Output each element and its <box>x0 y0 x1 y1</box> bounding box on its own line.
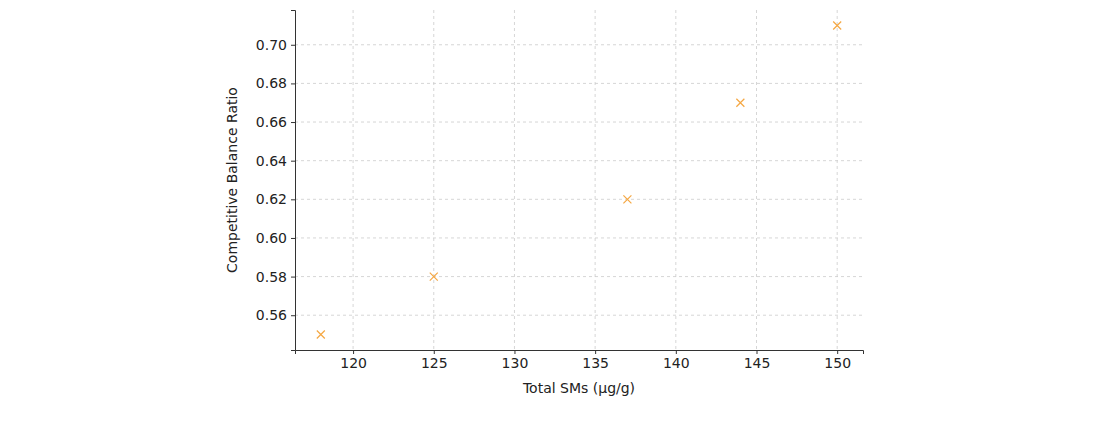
tick-label: 135 <box>582 355 609 371</box>
tick-label: 140 <box>663 355 690 371</box>
x-axis-tick: 125 <box>421 350 448 371</box>
chart: 120 125 130 135 140 145 150 0.56 0.58 0.60 0.62 0.6… <box>0 0 1105 423</box>
tick-label: 145 <box>744 355 771 371</box>
x-axis-tick: 135 <box>582 350 609 371</box>
grid-line <box>295 122 863 123</box>
tick-label: 150 <box>824 355 851 371</box>
grid-line <box>514 10 515 350</box>
y-axis-title: Competitive Balance Ratio <box>224 87 240 273</box>
y-axis-tick: 0.68 <box>256 75 295 91</box>
tick-mark <box>434 350 435 354</box>
grid-line <box>675 10 676 350</box>
tick-mark <box>676 350 677 354</box>
tick-mark <box>837 350 838 354</box>
tick-label: 0.68 <box>256 75 287 91</box>
tick-label: 130 <box>502 355 529 371</box>
tick-label: 0.62 <box>256 191 287 207</box>
tick-mark <box>757 350 758 354</box>
grid-line <box>295 199 863 200</box>
x-axis-tick: 120 <box>340 350 367 371</box>
point <box>736 99 744 107</box>
y-axis-tick: 0.58 <box>256 269 295 285</box>
x-axis-tick: 130 <box>502 350 529 371</box>
points <box>317 21 841 338</box>
y-axis-tick: 0.62 <box>256 191 295 207</box>
point <box>430 273 438 281</box>
point <box>833 21 841 29</box>
grid-line <box>295 44 863 45</box>
x-axis-tick: 145 <box>744 350 771 371</box>
tick-label: 0.64 <box>256 153 287 169</box>
grid-line <box>433 10 434 350</box>
tick-label: 0.70 <box>256 37 287 53</box>
grid <box>295 10 863 350</box>
tick-mark <box>291 277 295 278</box>
point <box>317 331 325 339</box>
grid-line <box>295 315 863 316</box>
grid-line <box>295 237 863 238</box>
grid-line <box>295 160 863 161</box>
y-axis: 0.56 0.58 0.60 0.62 0.64 0.66 0.68 0.70 <box>256 11 296 351</box>
tick-mark <box>291 315 295 316</box>
tick-mark <box>514 350 515 354</box>
tick-label: 0.66 <box>256 114 287 130</box>
tick-mark <box>353 350 354 354</box>
grid-line <box>595 10 596 350</box>
y-axis-tick: 0.56 <box>256 307 295 323</box>
x-axis-line <box>296 351 864 355</box>
grid-line <box>295 83 863 84</box>
grid-line <box>837 10 838 350</box>
tick-label: 120 <box>340 355 367 371</box>
tick-label: 0.60 <box>256 230 287 246</box>
tick-label: 0.58 <box>256 269 287 285</box>
y-axis-tick: 0.60 <box>256 230 295 246</box>
x-axis-tick: 150 <box>824 350 851 371</box>
y-axis-tick: 0.66 <box>256 114 295 130</box>
x-axis: 120 125 130 135 140 145 150 <box>296 350 864 371</box>
tick-label: 125 <box>421 355 448 371</box>
tick-mark <box>291 199 295 200</box>
tick-mark <box>595 350 596 354</box>
grid-line <box>295 276 863 277</box>
y-axis-line <box>291 11 296 351</box>
tick-mark <box>291 122 295 123</box>
x-axis-tick: 140 <box>663 350 690 371</box>
point <box>623 195 631 203</box>
tick-mark <box>291 83 295 84</box>
tick-label: 0.56 <box>256 307 287 323</box>
y-axis-tick: 0.64 <box>256 153 295 169</box>
x-axis-title: Total SMs (μg/g) <box>522 380 635 396</box>
grid-line <box>353 10 354 350</box>
tick-mark <box>291 238 295 239</box>
tick-mark <box>291 161 295 162</box>
y-axis-tick: 0.70 <box>256 37 295 53</box>
tick-mark <box>291 45 295 46</box>
grid-line <box>756 10 757 350</box>
